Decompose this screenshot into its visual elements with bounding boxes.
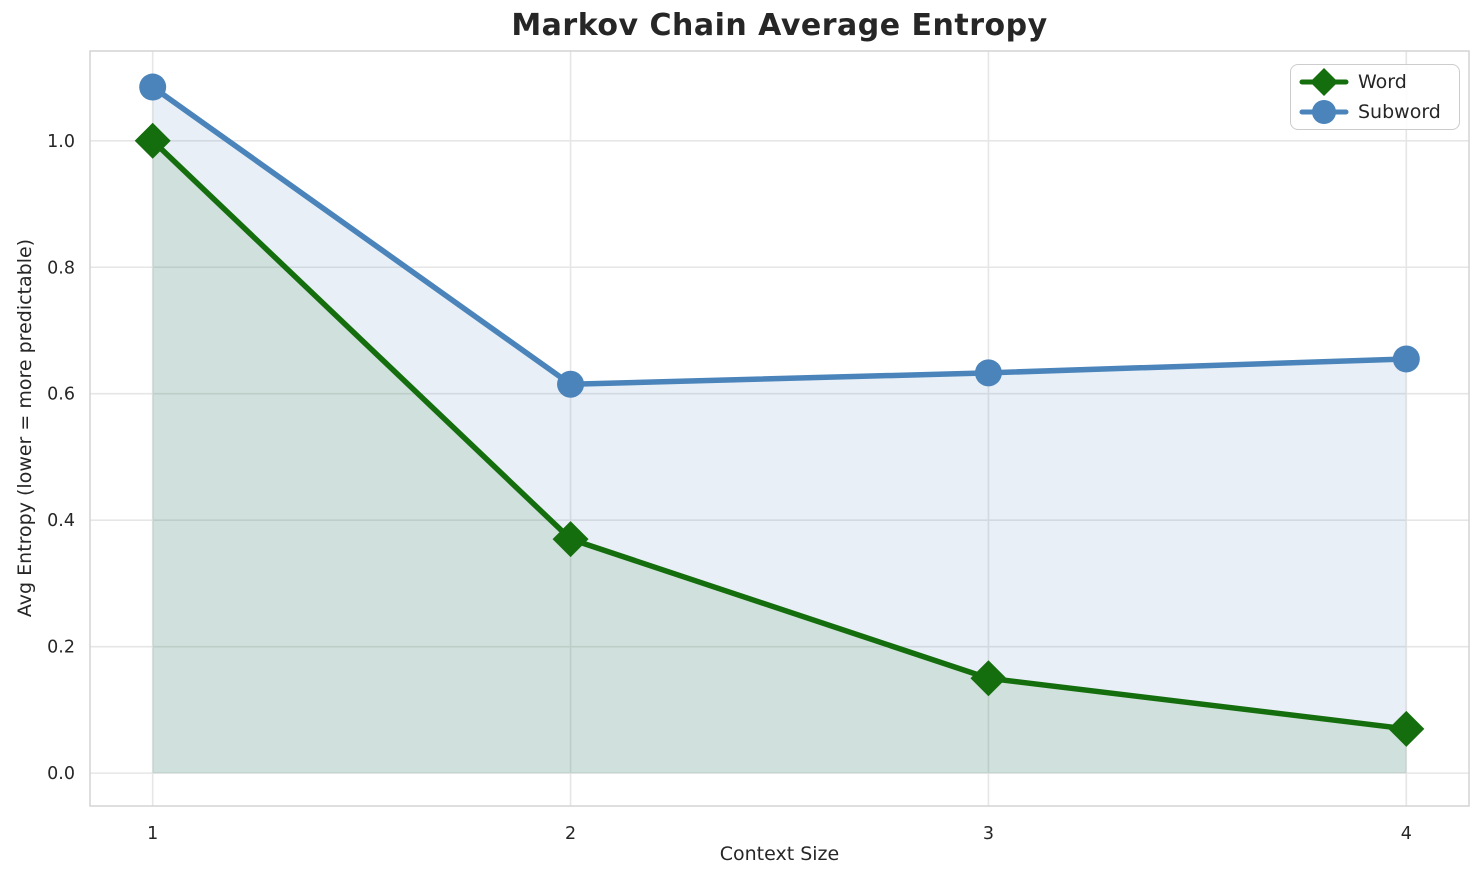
word-marker-2 — [552, 521, 589, 558]
y-axis-label: Avg Entropy (lower = more predictable) — [14, 238, 36, 618]
word-area-fill — [152, 140, 1407, 774]
x-tick-label-4: 4 — [1401, 824, 1412, 844]
y-tick-label-0.0: 0.0 — [47, 764, 75, 784]
chart-title: Markov Chain Average Entropy — [511, 8, 1048, 43]
subword-marker-3 — [974, 359, 1002, 387]
word-line — [149, 138, 1410, 732]
subword-marker-1 — [139, 73, 167, 101]
word-legend-glyph — [1299, 68, 1349, 96]
subword-marker-4 — [1392, 345, 1420, 373]
plot-border — [89, 50, 1470, 807]
legend: Word Subword — [1290, 64, 1460, 130]
circle-marker-icon — [1312, 100, 1336, 124]
x-tick-label-2: 2 — [565, 824, 576, 844]
legend-item-word: Word — [1299, 67, 1451, 97]
y-tick-label-0.4: 0.4 — [47, 511, 75, 531]
word-marker-3 — [970, 660, 1007, 697]
subword-legend-glyph — [1299, 100, 1349, 124]
y-tick-label-0.8: 0.8 — [47, 258, 75, 278]
legend-item-subword: Subword — [1299, 97, 1451, 127]
x-axis-label: Context Size — [719, 843, 840, 865]
y-tick-label-1.0: 1.0 — [47, 132, 75, 152]
legend-label-word: Word — [1358, 70, 1407, 93]
diamond-marker-icon — [1310, 68, 1338, 96]
word-marker-1 — [134, 122, 171, 159]
subword-marker-2 — [557, 370, 585, 398]
word-marker-4 — [1388, 710, 1425, 747]
x-tick-label-1: 1 — [147, 824, 158, 844]
y-tick-label-0.2: 0.2 — [47, 638, 75, 658]
y-tick-label-0.6: 0.6 — [47, 385, 75, 405]
x-tick-label-3: 3 — [983, 824, 994, 844]
subword-line — [149, 84, 1410, 387]
subword-area-fill — [152, 87, 1407, 774]
legend-label-subword: Subword — [1358, 100, 1441, 123]
